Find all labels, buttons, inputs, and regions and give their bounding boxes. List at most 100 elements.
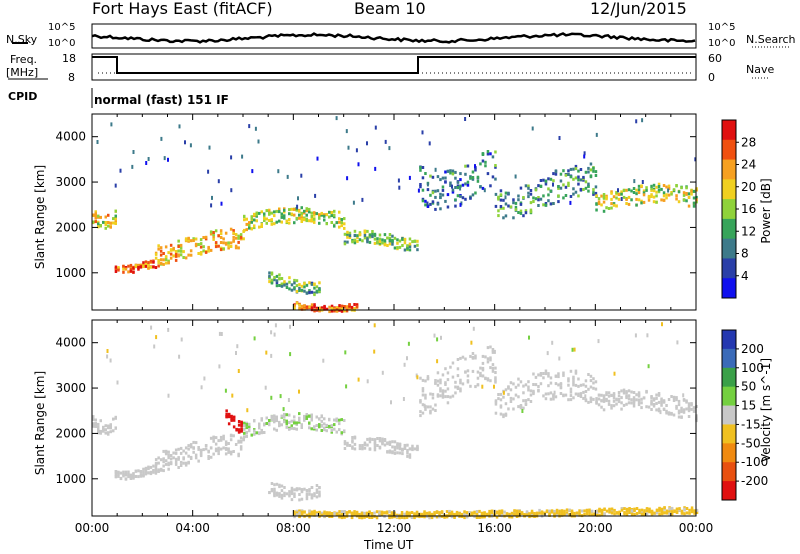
echo-cell	[189, 445, 193, 449]
echo-cell	[685, 511, 689, 515]
scatter-cell	[571, 347, 574, 352]
colorbar-swatch	[722, 386, 736, 407]
echo-cell	[142, 470, 145, 474]
echo-cell	[657, 190, 661, 194]
echo-cell	[212, 436, 215, 440]
echo-cell	[283, 283, 286, 287]
echo-cell	[512, 397, 515, 401]
echo-cell	[693, 509, 696, 513]
echo-band	[268, 271, 321, 297]
echo-cell	[532, 200, 535, 203]
echo-cell	[416, 248, 419, 252]
echo-cell	[92, 422, 95, 426]
echo-cell	[348, 234, 352, 238]
echo-cell	[640, 512, 644, 516]
echo-cell	[107, 431, 110, 435]
echo-cell	[388, 242, 392, 246]
echo-cell	[305, 217, 308, 221]
echo-cell	[600, 194, 603, 198]
echo-cell	[197, 243, 200, 246]
echo-cell	[308, 492, 311, 496]
echo-cell	[117, 474, 120, 478]
echo-cell	[449, 184, 452, 187]
echo-cell	[273, 427, 276, 431]
echo-cell	[132, 270, 135, 274]
echo-cell	[132, 266, 135, 270]
echo-cell	[419, 376, 422, 380]
echo-cell	[589, 162, 593, 166]
echo-cell	[122, 470, 125, 474]
echo-cell	[114, 267, 118, 271]
echo-cell	[600, 508, 604, 512]
echo-cell	[278, 277, 281, 281]
echo-cell	[507, 392, 510, 396]
echo-cell	[562, 169, 565, 173]
echo-cell	[114, 265, 118, 269]
echo-cell	[470, 511, 474, 515]
scatter-cell	[251, 169, 254, 174]
echo-cell	[335, 419, 338, 423]
scatter-cell	[472, 326, 475, 331]
echo-cell	[550, 510, 554, 514]
echo-cell	[398, 443, 402, 446]
echo-cell	[485, 512, 489, 516]
echo-cell	[308, 426, 311, 430]
echo-cell	[358, 444, 362, 448]
scatter-cell	[345, 384, 348, 389]
echo-cell	[308, 207, 311, 211]
echo-cell	[403, 241, 407, 245]
echo-cell	[598, 513, 601, 517]
echo-cell	[565, 508, 569, 512]
echo-cell	[532, 392, 535, 396]
echo-cell	[162, 469, 165, 473]
echo-cell	[446, 371, 450, 375]
echo-cell	[376, 437, 379, 440]
echo-cell	[154, 465, 158, 469]
echo-cell	[523, 513, 526, 516]
echo-cell	[499, 392, 503, 396]
echo-cell	[529, 201, 533, 205]
echo-cell	[376, 241, 379, 245]
echo-cell	[177, 253, 180, 257]
echo-cell	[177, 245, 180, 248]
echo-cell	[469, 196, 472, 200]
echo-cell	[665, 411, 668, 415]
scatter-cell	[398, 185, 401, 190]
echo-cell	[446, 401, 450, 405]
scatter-cell	[470, 340, 473, 345]
scatter-cell	[357, 377, 360, 382]
echo-cell	[104, 431, 107, 435]
echo-cell	[637, 191, 641, 194]
scatter-cell	[388, 146, 391, 151]
echo-cell	[678, 508, 681, 512]
echo-cell	[562, 371, 565, 375]
echo-cell	[670, 506, 674, 510]
echo-cell	[303, 289, 306, 293]
scatter-cell	[502, 390, 505, 395]
echo-cell	[169, 256, 173, 260]
echo-cell	[237, 423, 241, 427]
echo-cell	[423, 511, 426, 515]
echo-cell	[391, 242, 394, 246]
echo-cell	[484, 376, 487, 380]
echo-cell	[361, 444, 364, 447]
echo-cell	[640, 401, 643, 405]
echo-cell	[491, 155, 495, 159]
echo-cell	[464, 172, 467, 176]
echo-cell	[406, 246, 409, 250]
echo-cell	[273, 214, 276, 218]
echo-cell	[464, 357, 467, 361]
scatter-cell	[584, 394, 587, 399]
echo-cell	[124, 477, 128, 481]
echo-band	[92, 415, 117, 436]
echo-cell	[391, 445, 394, 449]
echo-cell	[612, 203, 616, 207]
echo-cell	[288, 421, 291, 424]
echo-cell	[328, 215, 331, 219]
echo-cell	[345, 511, 349, 515]
echo-cell	[557, 383, 560, 387]
echo-cell	[308, 421, 311, 425]
echo-cell	[588, 512, 591, 516]
echo-cell	[552, 393, 555, 397]
echo-cell	[363, 443, 367, 447]
